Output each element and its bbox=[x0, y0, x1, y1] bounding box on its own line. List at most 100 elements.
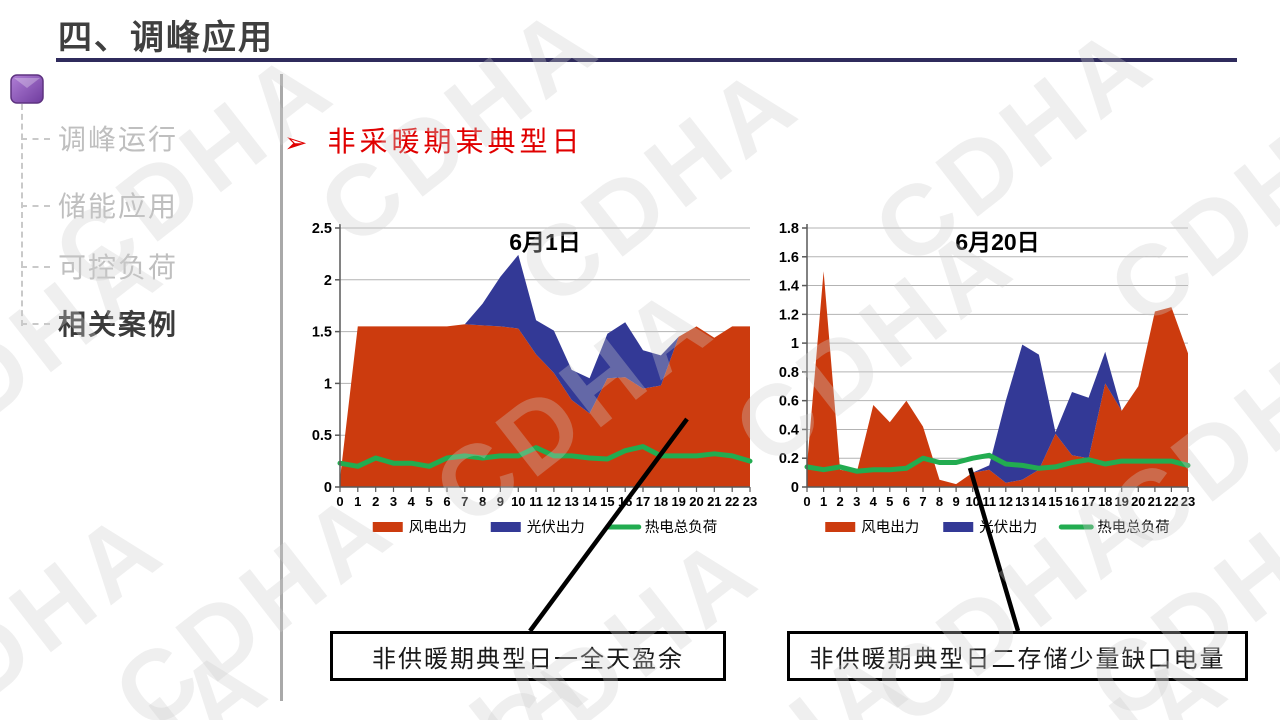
x-tick-label: 3 bbox=[390, 494, 397, 509]
x-tick-label: 1 bbox=[820, 494, 827, 509]
x-tick-label: 13 bbox=[1015, 494, 1029, 509]
legend-label: 风电出力 bbox=[861, 519, 919, 536]
watermark-text: CDHA bbox=[0, 621, 292, 720]
x-tick-label: 12 bbox=[547, 494, 561, 509]
nav-connector bbox=[21, 266, 50, 268]
x-tick-label: 16 bbox=[618, 494, 632, 509]
y-tick-label: 0.2 bbox=[779, 451, 799, 467]
title-underline bbox=[56, 58, 1237, 62]
x-tick-label: 21 bbox=[707, 494, 721, 509]
x-tick-label: 5 bbox=[425, 494, 432, 509]
x-tick-label: 6 bbox=[443, 494, 450, 509]
y-tick-label: 1.5 bbox=[312, 325, 332, 341]
legend-label: 光伏出力 bbox=[527, 519, 585, 536]
legend-label: 热电总负荷 bbox=[1097, 519, 1170, 536]
y-tick-label: 0.8 bbox=[779, 365, 799, 381]
callout-box-deficit: 非供暖期典型日二存储少量缺口电量 bbox=[787, 631, 1248, 681]
x-tick-label: 4 bbox=[870, 494, 878, 509]
x-tick-label: 23 bbox=[1181, 494, 1195, 509]
x-tick-label: 5 bbox=[886, 494, 893, 509]
x-tick-label: 6 bbox=[903, 494, 910, 509]
x-tick-label: 11 bbox=[982, 494, 996, 509]
chart-june-1: 0 0.5 1 1.5 2 2.5 0 1 2 3 4 5 6 7 8 9 10 11 12 13 14 15 16 17 18… bbox=[300, 213, 765, 548]
legend-area-swatch bbox=[825, 522, 856, 532]
section-heading-text: 非采暖期某典型日 bbox=[327, 127, 584, 158]
x-tick-label: 18 bbox=[654, 494, 668, 509]
x-tick-label: 21 bbox=[1148, 494, 1162, 509]
x-tick-label: 8 bbox=[479, 494, 486, 509]
vertical-divider bbox=[280, 74, 283, 701]
x-tick-label: 2 bbox=[372, 494, 379, 509]
y-tick-label: 0.6 bbox=[779, 394, 799, 410]
nav-connector-vertical bbox=[21, 104, 23, 326]
x-tick-label: 0 bbox=[803, 494, 810, 509]
y-tick-label: 0.4 bbox=[779, 422, 799, 438]
pv-area bbox=[972, 344, 1122, 483]
x-tick-label: 10 bbox=[511, 494, 525, 509]
sidebar-item-controllable-load: 可控负荷 bbox=[58, 252, 179, 283]
x-tick-label: 14 bbox=[582, 494, 597, 509]
watermark-text: CDHA bbox=[0, 486, 186, 720]
y-tick-label: 1.4 bbox=[779, 279, 799, 295]
x-tick-label: 19 bbox=[1114, 494, 1128, 509]
x-tick-label: 9 bbox=[497, 494, 504, 509]
legend-area-swatch bbox=[372, 522, 403, 532]
load-line bbox=[804, 452, 1191, 474]
y-tick-label: 1.6 bbox=[779, 250, 799, 266]
x-tick-label: 22 bbox=[725, 494, 739, 509]
y-tick-label: 1.8 bbox=[779, 221, 799, 237]
y-tick-label: 0 bbox=[324, 480, 332, 496]
legend-label: 风电出力 bbox=[409, 519, 467, 536]
x-tick-label: 3 bbox=[853, 494, 860, 509]
y-tick-label: 0 bbox=[791, 480, 799, 496]
sidebar-item-peak-operation: 调峰运行 bbox=[58, 124, 179, 155]
x-tick-label: 17 bbox=[1081, 494, 1095, 509]
chart-june-20: 0 0.2 0.4 0.6 0.8 1 1.2 1.4 1.6 1.8 0 1 2 3 4 5 6 7 8 9 10 11… bbox=[770, 213, 1220, 548]
x-tick-label: 17 bbox=[636, 494, 650, 509]
x-tick-label: 7 bbox=[461, 494, 468, 509]
x-tick-label: 22 bbox=[1164, 494, 1178, 509]
watermark-text: CDHA bbox=[0, 206, 186, 493]
x-tick-label: 0 bbox=[336, 494, 343, 509]
sidebar-item-related-cases: 相关案例 bbox=[58, 309, 179, 340]
x-tick-label: 2 bbox=[836, 494, 843, 509]
x-tick-label: 8 bbox=[936, 494, 943, 509]
y-tick-label: 1 bbox=[791, 336, 799, 352]
y-tick-label: 2.5 bbox=[312, 221, 332, 237]
x-tick-label: 4 bbox=[408, 494, 416, 509]
purple-cube-icon bbox=[8, 72, 46, 111]
legend-label: 热电总负荷 bbox=[645, 519, 718, 536]
x-tick-label: 10 bbox=[965, 494, 979, 509]
y-tick-label: 0.5 bbox=[312, 428, 332, 444]
y-tick-label: 2 bbox=[324, 273, 332, 289]
sidebar-item-storage-application: 储能应用 bbox=[58, 191, 179, 222]
nav-connector bbox=[21, 205, 50, 207]
nav-connector bbox=[21, 138, 50, 140]
x-tick-label: 15 bbox=[1048, 494, 1062, 509]
chart-title: 6月20日 bbox=[955, 229, 1039, 255]
x-tick-label: 15 bbox=[600, 494, 614, 509]
x-tick-label: 23 bbox=[743, 494, 757, 509]
y-tick-label: 1 bbox=[324, 376, 332, 392]
wind-area bbox=[807, 271, 1188, 487]
x-tick-label: 16 bbox=[1065, 494, 1079, 509]
x-tick-label: 13 bbox=[564, 494, 578, 509]
y-tick-label: 1.2 bbox=[779, 307, 799, 323]
x-tick-label: 9 bbox=[952, 494, 959, 509]
legend-label: 光伏出力 bbox=[979, 519, 1037, 536]
legend-area-swatch bbox=[490, 522, 521, 532]
x-tick-label: 1 bbox=[354, 494, 361, 509]
x-tick-label: 19 bbox=[671, 494, 685, 509]
callout-box-surplus: 非供暖期典型日一全天盈余 bbox=[330, 631, 726, 681]
x-tick-label: 11 bbox=[529, 494, 543, 509]
section-heading: ➢ 非采暖期某典型日 bbox=[284, 126, 583, 160]
x-tick-label: 12 bbox=[999, 494, 1013, 509]
chart-title: 6月1日 bbox=[509, 229, 581, 255]
legend-area-swatch bbox=[943, 522, 974, 532]
x-tick-label: 14 bbox=[1032, 494, 1047, 509]
x-tick-label: 20 bbox=[689, 494, 703, 509]
nav-connector bbox=[21, 323, 50, 325]
x-tick-label: 7 bbox=[919, 494, 926, 509]
pv-area bbox=[464, 254, 679, 414]
